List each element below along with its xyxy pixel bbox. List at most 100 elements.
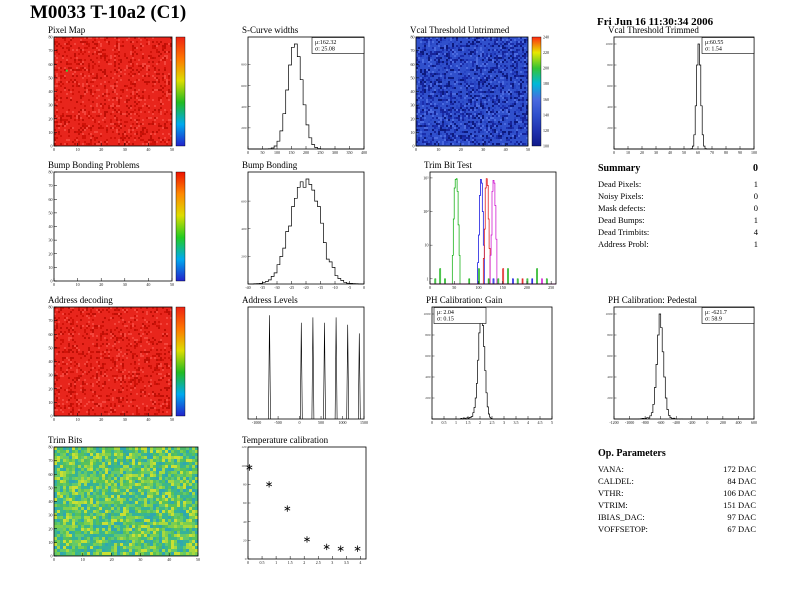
svg-text:40: 40	[411, 89, 415, 94]
summary-grade: 0	[753, 163, 758, 174]
summary-row-value: 1	[753, 179, 758, 189]
svg-text:-25: -25	[289, 285, 294, 290]
svg-text:20: 20	[49, 251, 53, 256]
svg-text:σ: 0.15: σ: 0.15	[437, 317, 454, 323]
svg-text:-35: -35	[260, 285, 265, 290]
svg-text:200: 200	[241, 126, 247, 130]
vcal-threshold-trimmed-plot: Vcal Threshold Trimmed 200 400 600 800 1000 0 1…	[590, 25, 762, 160]
svg-text:90: 90	[738, 150, 742, 155]
summary-row: Noisy Pixels: 0	[598, 190, 758, 202]
svg-text:0: 0	[431, 420, 433, 425]
svg-text:20: 20	[459, 147, 463, 152]
svg-text:200: 200	[241, 255, 247, 259]
temperature-calibration-plot: Temperature calibration 0 20 40 60 80 100 120 0 0…	[226, 435, 374, 570]
svg-text:40: 40	[668, 150, 672, 155]
svg-text:50: 50	[49, 345, 53, 350]
svg-text:600: 600	[241, 199, 247, 203]
svg-text:Vcal Threshold Trimmed: Vcal Threshold Trimmed	[608, 25, 699, 35]
trim-bits-map-plot: Trim Bits 0 10 20 30 40 50 60 70 80 0 10 20 30 40 50	[38, 435, 206, 566]
svg-text:60: 60	[49, 62, 53, 67]
s-curve-widths-plot: S-Curve widths 200 400 600 800 0 50 100 150 200 25…	[226, 25, 370, 160]
svg-text:20: 20	[640, 150, 644, 155]
svg-text:180: 180	[543, 81, 549, 86]
svg-text:800: 800	[607, 63, 613, 67]
op-parameter-label: VTHR:	[598, 488, 624, 498]
summary-row-label: Mask defects:	[598, 203, 646, 213]
timestamp: Fri Jun 16 11:30:34 2006	[597, 16, 714, 28]
svg-text:PH Calibration: Pedestal: PH Calibration: Pedestal	[608, 295, 697, 305]
op-parameter-value: 84 DAC	[727, 476, 756, 486]
svg-text:70: 70	[49, 48, 53, 53]
svg-text:40: 40	[49, 359, 53, 364]
module-title: M0033 T-10a2 (C1)	[30, 2, 187, 23]
svg-text:200: 200	[720, 420, 726, 425]
op-parameter-row: CALDEL: 84 DAC	[598, 475, 756, 487]
svg-text:μ:60.55: μ:60.55	[705, 40, 723, 46]
op-parameter-value: 151 DAC	[723, 500, 756, 510]
summary-row: Dead Trimbits: 4	[598, 226, 758, 238]
svg-text:Address Levels: Address Levels	[242, 295, 298, 305]
address-levels-plot: Address Levels -1000 -500 0 500 1000 1500	[226, 295, 370, 430]
svg-text:50: 50	[261, 150, 265, 155]
svg-text:Vcal Threshold Untrimmed: Vcal Threshold Untrimmed	[410, 25, 510, 35]
svg-text:30: 30	[123, 417, 127, 422]
bump-bonding-plot: Bump Bonding 200 400 600 -40 -35 -30 -25 -20 -15 -…	[226, 160, 370, 295]
svg-text:10³: 10³	[423, 175, 429, 180]
svg-text:200: 200	[607, 126, 613, 130]
svg-text:600: 600	[425, 354, 431, 358]
svg-text:50: 50	[452, 285, 456, 290]
svg-text:10: 10	[49, 130, 53, 135]
svg-text:0: 0	[53, 147, 55, 152]
svg-text:0: 0	[53, 417, 55, 422]
svg-text:0: 0	[53, 282, 55, 287]
svg-text:600: 600	[607, 354, 613, 358]
svg-text:Bump Bonding: Bump Bonding	[242, 160, 298, 170]
svg-text:220: 220	[543, 50, 549, 55]
svg-text:10: 10	[76, 282, 80, 287]
svg-text:1000: 1000	[339, 420, 347, 425]
svg-text:1: 1	[427, 276, 429, 281]
svg-text:0: 0	[415, 147, 417, 152]
svg-text:0: 0	[363, 285, 365, 290]
svg-text:-500: -500	[274, 420, 281, 425]
summary-row-value: 4	[753, 227, 758, 237]
summary-row-label: Dead Pixels:	[598, 179, 642, 189]
svg-text:PH Calibration: Gain: PH Calibration: Gain	[426, 295, 503, 305]
svg-text:70: 70	[411, 48, 415, 53]
svg-text:80: 80	[49, 305, 53, 310]
svg-text:350: 350	[347, 150, 353, 155]
svg-text:60: 60	[411, 62, 415, 67]
svg-text:600: 600	[751, 420, 757, 425]
svg-text:200: 200	[303, 150, 309, 155]
op-parameters-title: Op. Parameters	[598, 448, 666, 459]
svg-text:20: 20	[49, 386, 53, 391]
op-parameter-row: VANA: 172 DAC	[598, 463, 756, 475]
svg-text:-600: -600	[657, 420, 664, 425]
summary-row-label: Dead Trimbits:	[598, 227, 650, 237]
svg-text:200: 200	[524, 285, 530, 290]
svg-text:4: 4	[527, 420, 529, 425]
ph-calibration-gain-plot: PH Calibration: Gain 200 400 600 800 1000 0 0.5…	[410, 295, 558, 430]
svg-text:0: 0	[51, 279, 53, 284]
svg-text:50: 50	[526, 147, 530, 152]
summary-rows: Dead Pixels: 1 Noisy Pixels: 0 Mask defe…	[598, 178, 758, 250]
svg-text:150: 150	[500, 285, 506, 290]
svg-text:150: 150	[289, 150, 295, 155]
svg-text:60: 60	[696, 150, 700, 155]
svg-text:Address decoding: Address decoding	[48, 295, 113, 305]
svg-text:600: 600	[607, 84, 613, 88]
svg-text:30: 30	[481, 147, 485, 152]
svg-text:100: 100	[475, 285, 481, 290]
svg-text:σ: 1.54: σ: 1.54	[705, 47, 722, 53]
svg-text:50: 50	[49, 210, 53, 215]
svg-text:100: 100	[543, 144, 549, 149]
svg-text:30: 30	[49, 373, 53, 378]
summary-header: Summary 0	[598, 163, 758, 174]
summary-row-value: 1	[753, 215, 758, 225]
svg-text:0: 0	[429, 285, 431, 290]
summary-title: Summary	[598, 163, 641, 174]
svg-text:-1000: -1000	[625, 420, 634, 425]
bump-bonding-problems-plot: Bump Bonding Problems 0 10 20 30 40 50 60 70 80 0 1…	[38, 160, 206, 291]
svg-text:1: 1	[455, 420, 457, 425]
